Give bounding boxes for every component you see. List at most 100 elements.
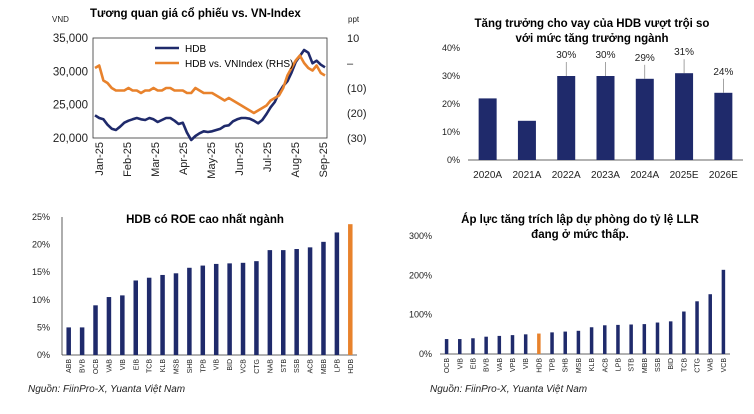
x-tick-label: MBB [321,359,328,375]
x-tick-label: 2024A [630,170,659,181]
x-tick-label: HDB [348,359,355,374]
bar [550,332,554,354]
x-tick-label: ACB [308,359,315,374]
x-tick-label: Jan-25 [94,142,106,176]
bar [721,269,726,354]
series-line-relative [94,54,326,115]
bar [642,324,647,354]
llr-chart: Áp lực tăng trích lập dự phòng do tỷ lệ … [395,205,754,409]
x-tick-label: MSB [576,358,583,374]
x-tick-label: OCB [444,358,451,374]
bar [294,249,299,355]
bar [187,267,192,355]
y-tick-label: 25% [32,212,50,222]
y-tick-label: 300% [409,231,432,241]
data-label: 24% [713,67,733,78]
y-tick-label: 5% [37,322,50,332]
x-tick-label: VAB [497,358,504,372]
bar [708,294,712,354]
x-tick-label: Feb-25 [122,142,134,177]
bar [629,324,633,354]
bar [133,280,138,355]
chart-title-line2: với mức tăng trưởng ngành [515,33,668,45]
bar [200,265,206,355]
bar [471,338,475,354]
bar [517,120,536,160]
chart-title-line1: Áp lực tăng trích lập dự phòng do tỷ lệ … [461,213,699,226]
bar [66,327,71,355]
y-tick-label: 100% [409,310,432,320]
x-tick-label: BVB [80,359,87,373]
x-tick-label: STB [629,358,636,372]
bar [307,247,313,355]
bar [603,325,607,354]
y-tick-label: 0% [447,155,460,165]
x-tick-label: VCB [241,359,248,374]
x-tick-label: SSB [655,358,662,372]
bar [714,92,733,160]
x-tick-label: TPB [550,358,557,372]
bar [616,324,620,354]
bar [458,339,462,354]
bar [213,263,219,355]
bar [227,263,232,355]
price-vs-index-chart: Tương quan giá cổ phiếu vs. VN-Index VND… [0,0,375,205]
x-tick-label: TCB [147,359,154,373]
plot-area: 300% 200% 100% 0% OCB VIB EIB BVB VAB VPB VIB HDB TP… [409,231,730,373]
left-axis-unit: VND [52,15,69,24]
x-tick-label: KLB [589,358,596,372]
x-tick-label: VCB [721,358,728,373]
x-tick-label: CTG [254,359,261,374]
bar [668,321,673,354]
x-tick-label: STB [281,359,288,373]
x-tick-label: BID [227,359,234,371]
y-tick-label: 20% [442,99,460,109]
data-label: 30% [595,50,615,61]
x-tick-label: BVB [484,358,491,372]
x-tick-label: KLB [160,359,167,373]
x-tick-label: HDB [536,358,543,373]
x-tick-label: 2023A [591,170,620,181]
x-tick-label: 2022A [552,170,581,181]
x-tick-label: VAB [708,358,715,372]
bar [635,78,654,160]
right-axis-unit: ppt [348,15,360,24]
bar [682,311,686,354]
y-tick-label: 30% [442,71,460,81]
x-tick-label: TCB [681,358,688,372]
right-tick-label: – [347,58,354,70]
x-tick-label: VIB [457,358,464,370]
x-tick-label: SHB [187,359,194,374]
bar [160,274,165,355]
x-tick-label: 2025E [670,170,699,181]
x-tick-label: BID [668,358,675,370]
x-tick-label: VPB [510,358,517,372]
y-tick-label: 15% [32,267,50,277]
series-line-hdb [94,48,326,142]
x-tick-label: ACB [602,358,609,373]
right-tick-label: (30) [347,133,367,145]
price-vs-index-svg: Tương quan giá cổ phiếu vs. VN-Index VND… [52,8,367,179]
bar [173,273,179,355]
bar [281,250,286,355]
chart-title-line1: Tăng trưởng cho vay của HDB vượt trội so [475,18,710,30]
bar [596,76,615,160]
left-tick-label: 30,000 [53,66,88,78]
bar [695,301,699,354]
x-tick-label: NAB [267,359,274,374]
bar [484,336,488,354]
data-label: 31% [674,47,694,58]
x-tick-label: MBB [642,358,649,374]
x-tick-label: OCB [93,359,100,375]
bar [321,241,326,355]
x-tick-label: Jul-25 [262,142,274,172]
roe-svg: HDB có ROE cao nhất ngành 25% 20% 15% 10% 5%… [32,212,357,375]
bar [557,76,576,160]
x-tick-label: ABB [66,359,73,373]
y-tick-label: 10% [442,127,460,137]
y-tick-label: 200% [409,270,432,280]
source-note-right: Nguồn: FiinPro-X, Yuanta Việt Nam [430,384,588,395]
x-tick-label: Apr-25 [178,142,190,175]
chart-title: HDB có ROE cao nhất ngành [126,214,284,226]
x-tick-label: CTG [695,358,702,373]
